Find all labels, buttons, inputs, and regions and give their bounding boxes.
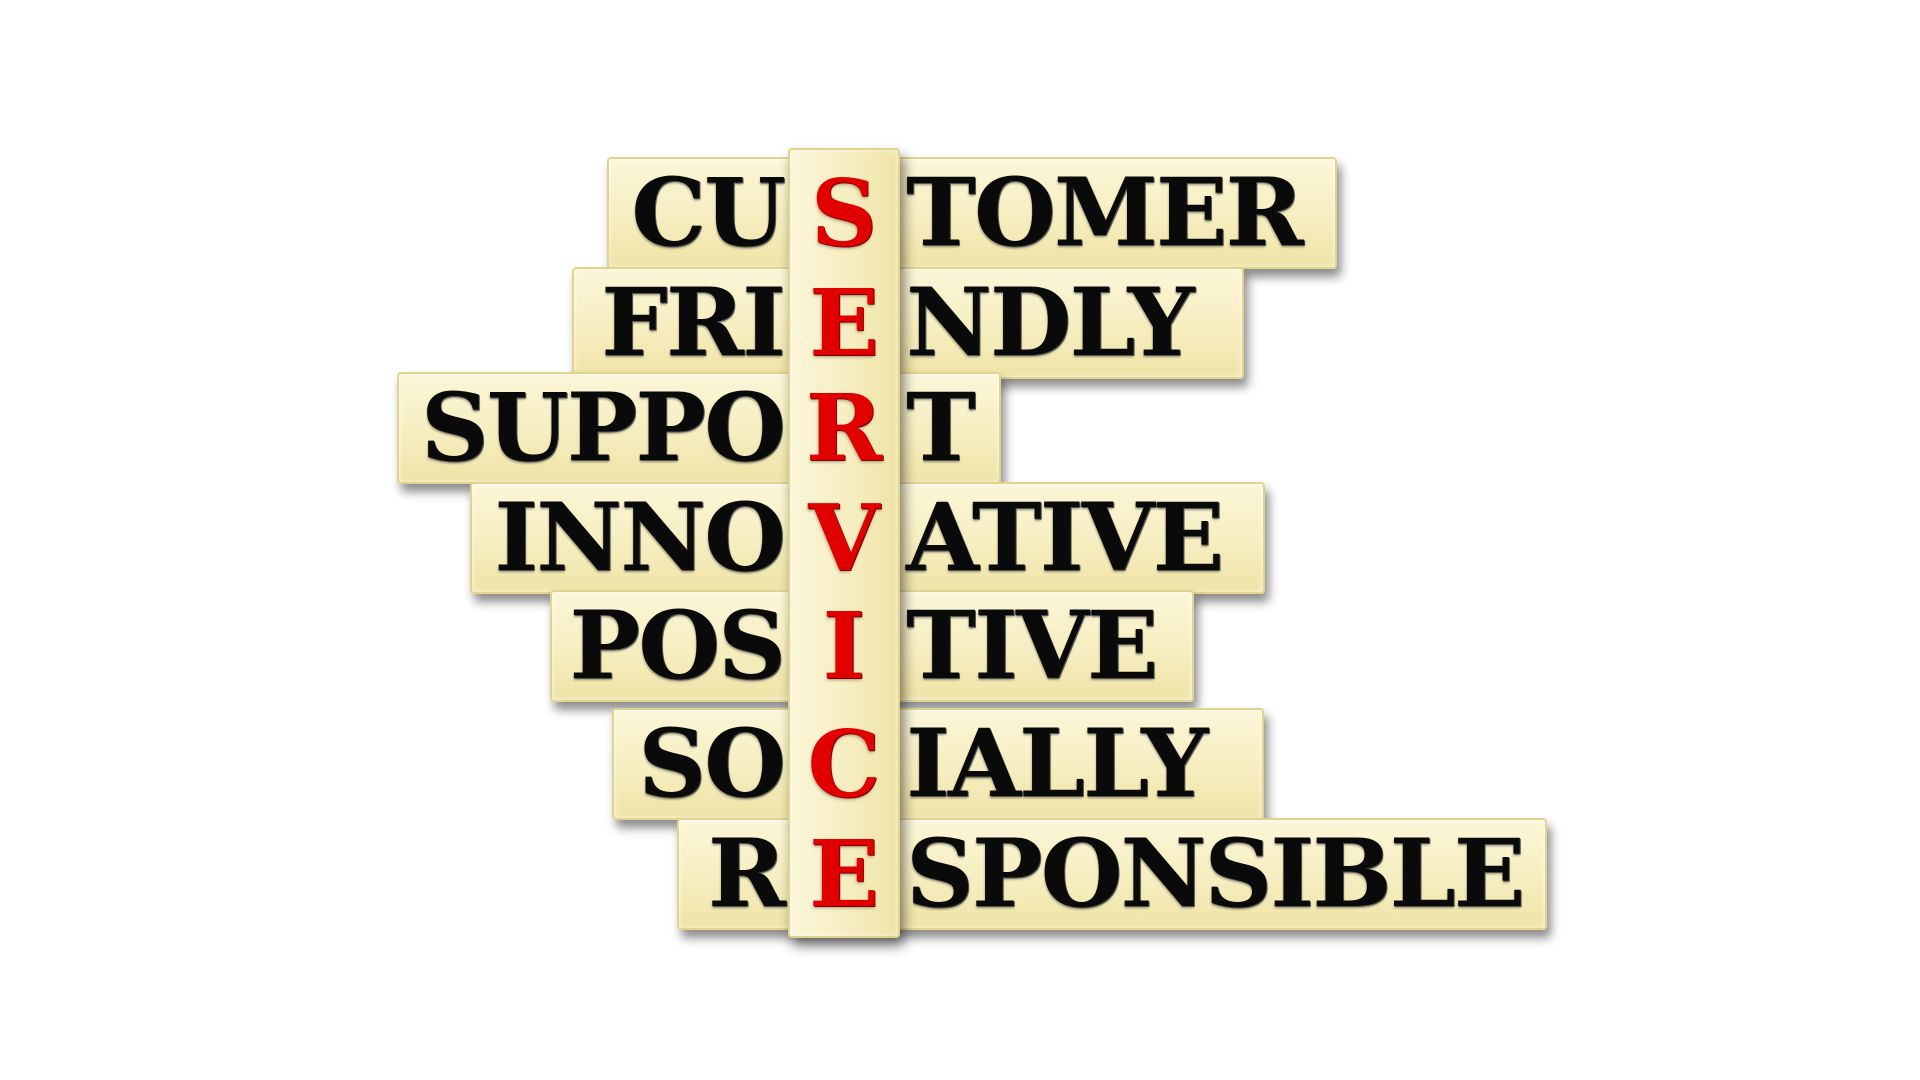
tile-service (788, 148, 900, 938)
word-innovative-after: ATIVE (906, 483, 1224, 593)
word-responsible-after: SPONSIBLE (906, 819, 1525, 929)
service-letter-v: V (808, 484, 880, 592)
tile-customer (607, 157, 1337, 269)
tile-friendly (572, 267, 1244, 379)
word-customer-before: CU (631, 158, 786, 268)
word-innovative-before: INNO (494, 483, 786, 593)
word-support-before: SUPPO (420, 373, 786, 483)
word-support-after: T (906, 373, 976, 483)
word-friendly-before: FRI (601, 268, 786, 378)
service-letter-c: C (807, 710, 881, 818)
service-letter-e2: E (808, 820, 880, 928)
word-positive-after: TIVE (906, 591, 1158, 701)
word-socially-after: IALLY (906, 709, 1208, 819)
word-positive-before: POS (569, 591, 786, 701)
word-customer-after: TOMER (906, 158, 1304, 268)
service-letter-s: S (810, 159, 878, 267)
service-letter-r: R (805, 374, 883, 482)
word-socially-before: SO (638, 709, 786, 819)
word-responsible-before: R (707, 819, 786, 929)
tile-socially (612, 708, 1264, 820)
service-letter-e1: E (808, 269, 880, 377)
word-friendly-after: NDLY (906, 268, 1195, 378)
service-letter-i: I (822, 592, 866, 700)
